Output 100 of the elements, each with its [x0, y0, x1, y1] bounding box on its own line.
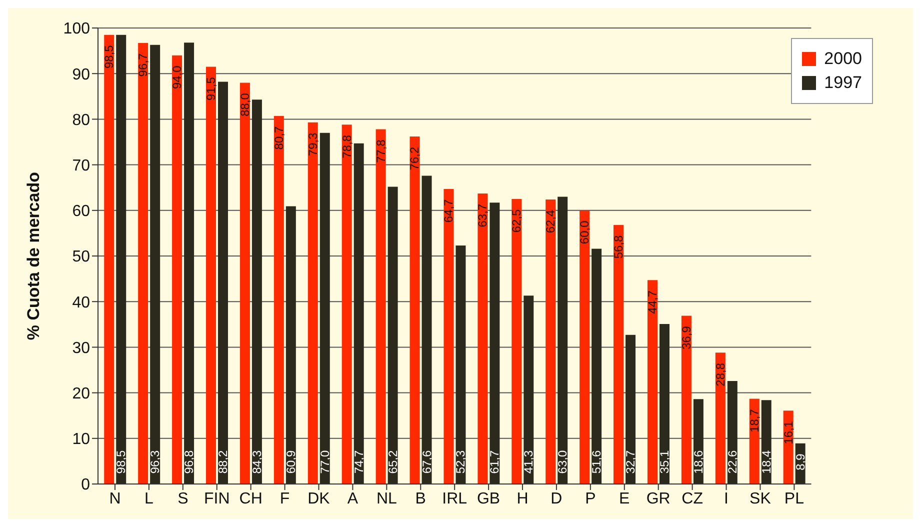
bar	[218, 82, 228, 484]
bar	[456, 246, 466, 484]
data-label: 35,1	[657, 450, 672, 474]
data-label: 65,2	[386, 450, 400, 474]
data-label: 96,3	[148, 450, 162, 474]
bar	[659, 324, 670, 484]
bar	[184, 42, 194, 484]
data-label: 94,0	[170, 65, 184, 90]
bar	[240, 82, 250, 484]
x-tick-label: CZ	[682, 490, 704, 508]
bar	[490, 202, 500, 484]
data-label: 60,0	[578, 220, 592, 244]
bar	[354, 143, 364, 484]
data-label: 79,3	[306, 132, 320, 156]
y-tick-label: 100	[63, 20, 90, 38]
bar	[388, 186, 398, 484]
x-tick-label: PL	[784, 490, 804, 508]
x-tick-label: L	[144, 490, 154, 508]
data-label: 80,7	[272, 126, 286, 150]
y-tick-label: 90	[72, 66, 90, 84]
x-tick-label: GB	[476, 490, 500, 508]
bar	[320, 132, 330, 484]
bar	[308, 122, 318, 484]
bar	[614, 224, 624, 484]
data-label: 77,8	[374, 139, 388, 163]
data-label: 78,8	[340, 134, 354, 158]
y-tick-label: 40	[72, 294, 90, 312]
bar	[342, 124, 352, 484]
x-tick-label: N	[109, 490, 121, 508]
legend-label: 1997	[824, 73, 862, 93]
x-tick-label: NL	[376, 490, 397, 508]
legend-label: 2000	[824, 49, 862, 69]
bar	[150, 44, 160, 484]
x-tick-label: SK	[750, 490, 772, 508]
bar	[546, 199, 556, 484]
bar	[478, 194, 488, 484]
bar	[422, 176, 432, 484]
bar	[116, 34, 126, 484]
data-label: 36,9	[679, 326, 694, 350]
data-label: 18,6	[691, 450, 706, 474]
bar	[138, 43, 148, 484]
data-label: 77,0	[318, 450, 332, 474]
data-label: 91,5	[204, 76, 218, 100]
y-tick-label: 30	[72, 340, 90, 357]
bar	[410, 136, 420, 484]
bar	[376, 129, 386, 484]
data-label: 60,9	[284, 450, 298, 474]
x-tick-label: A	[347, 490, 358, 508]
x-tick-label: IRL	[442, 490, 468, 508]
y-tick-label: 50	[72, 248, 90, 266]
data-label: 84,3	[250, 450, 264, 474]
data-label: 18,7	[747, 408, 762, 432]
data-label: 88,2	[216, 450, 230, 474]
x-tick-label: FIN	[204, 490, 230, 508]
data-label: 96,7	[136, 53, 150, 77]
data-label: 52,3	[454, 450, 468, 474]
x-tick-label: H	[516, 490, 528, 508]
bar	[592, 248, 602, 484]
bar	[580, 210, 590, 484]
data-label: 98,5	[114, 450, 128, 474]
data-label: 96,8	[182, 450, 196, 474]
data-label: 62,5	[510, 209, 524, 233]
bar	[681, 316, 692, 484]
x-tick-label: GR	[646, 490, 670, 508]
x-tick-label: F	[280, 490, 290, 508]
x-tick-label: S	[178, 490, 188, 508]
data-label: 62,4	[544, 209, 558, 234]
data-label: 56,8	[612, 234, 626, 259]
x-tick-label: I	[724, 490, 728, 508]
data-label: 22,6	[725, 450, 740, 474]
data-label: 63,0	[556, 450, 570, 474]
bar	[252, 100, 262, 484]
x-tick-label: D	[550, 490, 562, 508]
bar	[286, 206, 296, 484]
bar	[749, 398, 760, 484]
data-label: 18,4	[759, 450, 774, 474]
y-tick-label: 70	[72, 157, 90, 174]
x-tick-label: B	[415, 490, 426, 508]
data-label: 67,6	[420, 450, 434, 474]
data-label: 41,3	[522, 450, 536, 474]
bar	[626, 334, 636, 484]
data-label: 16,1	[781, 420, 796, 444]
x-tick-label: E	[619, 490, 630, 508]
data-label: 74,7	[352, 450, 366, 474]
bar	[647, 280, 658, 484]
y-tick-label: 0	[81, 476, 90, 494]
y-tick-label: 80	[72, 112, 90, 129]
bar	[524, 296, 534, 484]
data-label: 44,7	[645, 290, 660, 314]
x-tick-label: DK	[308, 490, 330, 508]
y-tick-label: 10	[72, 431, 90, 448]
data-label: 32,7	[624, 450, 638, 474]
bar	[206, 66, 216, 484]
data-label: 76,2	[408, 146, 422, 170]
bar	[512, 199, 522, 484]
y-tick-label: 60	[72, 203, 90, 220]
bar	[104, 34, 114, 484]
data-label: 8,9	[793, 453, 808, 470]
data-label: 88,0	[238, 92, 252, 116]
bar	[172, 55, 182, 484]
